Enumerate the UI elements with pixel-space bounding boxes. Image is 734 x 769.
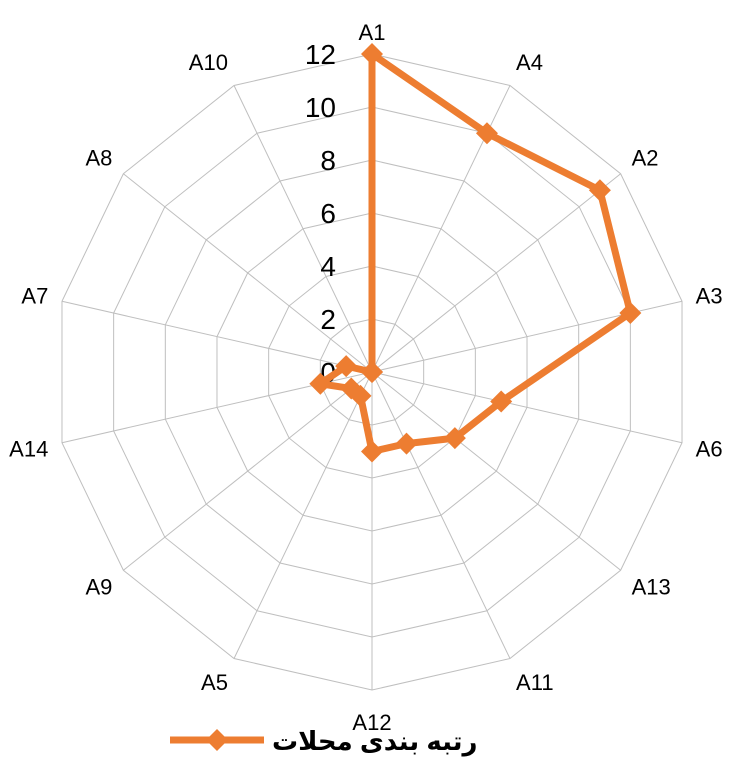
data-point-marker	[309, 372, 332, 395]
data-point-marker	[475, 122, 498, 145]
category-label: A4	[516, 50, 543, 75]
grid-spoke	[61, 300, 373, 373]
category-label: A3	[696, 283, 723, 308]
category-label: A13	[632, 574, 671, 599]
grid-spoke	[123, 371, 373, 571]
tick-label: 10	[305, 92, 336, 123]
data-point-marker	[395, 432, 418, 455]
data-point-marker	[361, 361, 383, 383]
data-point-marker	[361, 440, 383, 463]
legend-marker	[206, 729, 228, 751]
category-label: A9	[86, 574, 113, 599]
category-label: A7	[21, 283, 48, 308]
tick-label: 6	[320, 198, 336, 229]
category-label: A10	[189, 50, 228, 75]
data-point-marker	[361, 43, 383, 65]
grid-spoke	[371, 371, 683, 444]
grid-layer	[61, 53, 683, 691]
legend-label: رتبه بندی محلات	[272, 726, 478, 756]
tick-label: 8	[320, 145, 336, 176]
data-point-marker	[490, 390, 513, 413]
series-layer	[309, 43, 642, 463]
legend: رتبه بندی محلات	[170, 726, 478, 756]
grid-spoke	[233, 85, 373, 373]
category-label: A12	[352, 710, 391, 735]
grid-spoke	[371, 371, 511, 659]
category-label: A5	[201, 670, 228, 695]
category-label: A2	[632, 146, 659, 171]
category-label: A6	[696, 437, 723, 462]
data-point-marker	[340, 377, 363, 400]
category-label: A8	[86, 146, 113, 171]
data-point-marker	[588, 179, 611, 202]
grid-spoke	[371, 173, 621, 373]
tick-label: 4	[320, 251, 336, 282]
data-point-marker	[619, 302, 642, 325]
grid-spoke	[371, 371, 621, 571]
category-label: A1	[359, 20, 386, 45]
category-label: A14	[9, 437, 48, 462]
data-point-marker	[335, 355, 358, 378]
tick-label: 12	[305, 39, 336, 70]
tick-label: 2	[320, 304, 336, 335]
category-labels: A1 A4 A2 A3 A6 A13 A11 A12 A5 A9 A14 A7 A8 A10	[9, 20, 722, 735]
category-label: A11	[516, 670, 554, 695]
grid-spoke	[123, 173, 373, 373]
data-point-marker	[443, 427, 466, 450]
grid-spoke	[233, 371, 373, 659]
